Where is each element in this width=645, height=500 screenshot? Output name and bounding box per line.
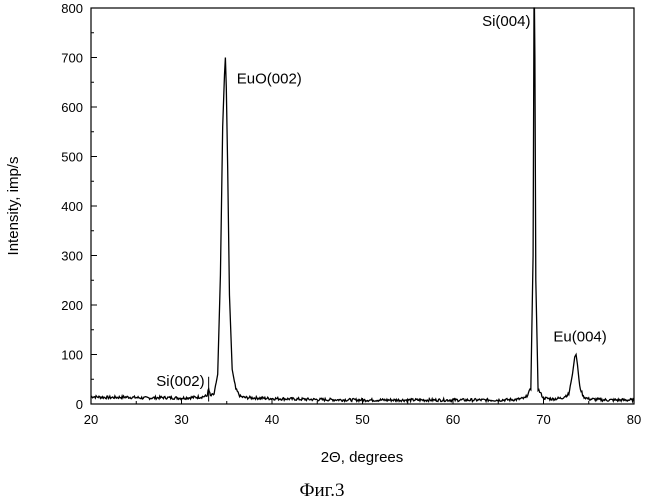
x-tick-label: 80 xyxy=(627,412,641,427)
y-tick-label: 800 xyxy=(61,1,83,16)
annotation-label: Si(002) xyxy=(156,373,204,390)
y-tick-label: 300 xyxy=(61,249,83,264)
x-tick-label: 40 xyxy=(265,412,279,427)
peak-annotations: EuO(002) Si(004) Si(002) Eu(004) xyxy=(156,13,606,390)
y-tick-label: 0 xyxy=(76,397,83,412)
x-tick-label: 30 xyxy=(174,412,188,427)
axis-tick-labels: 203040506070800100200300400500600700800 xyxy=(61,1,641,427)
figure-caption: Фиг.3 xyxy=(299,480,344,500)
annotation-label: EuO(002) xyxy=(237,71,302,88)
x-tick-label: 50 xyxy=(355,412,369,427)
y-tick-label: 200 xyxy=(61,298,83,313)
annotation-label: Si(004) xyxy=(482,13,530,30)
y-tick-label: 600 xyxy=(61,100,83,115)
y-tick-label: 500 xyxy=(61,150,83,165)
y-tick-label: 400 xyxy=(61,199,83,214)
annotation-label: Eu(004) xyxy=(553,329,606,346)
x-tick-label: 70 xyxy=(536,412,550,427)
y-tick-label: 100 xyxy=(61,348,83,363)
x-tick-label: 20 xyxy=(84,412,98,427)
x-tick-label: 60 xyxy=(446,412,460,427)
x-axis-label: 2Θ, degrees xyxy=(321,449,404,466)
y-axis-label: Intensity, imp/s xyxy=(5,157,22,256)
y-tick-label: 700 xyxy=(61,51,83,66)
